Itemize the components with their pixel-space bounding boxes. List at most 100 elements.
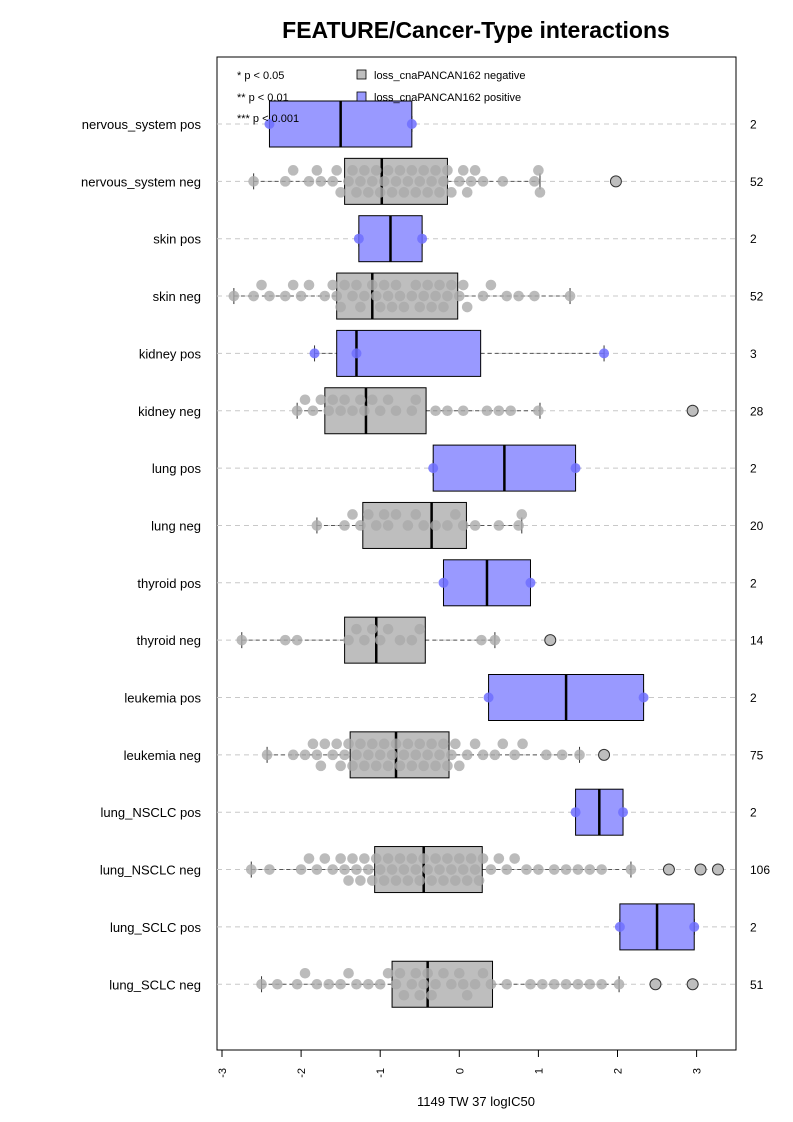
data-point xyxy=(382,760,394,772)
data-point xyxy=(477,176,489,187)
outlier-point xyxy=(598,748,611,761)
data-point xyxy=(574,749,585,761)
data-point xyxy=(618,807,629,818)
data-point xyxy=(351,187,362,198)
data-point xyxy=(382,394,394,406)
data-point xyxy=(450,875,461,886)
legend-swatch-negative xyxy=(356,69,367,80)
data-point xyxy=(343,176,354,187)
count-label: 2 xyxy=(750,118,757,132)
data-point xyxy=(493,520,505,531)
data-point xyxy=(315,760,327,772)
data-point xyxy=(398,989,410,1001)
count-label: 2 xyxy=(750,691,757,705)
data-point xyxy=(315,394,327,406)
data-point xyxy=(339,279,350,291)
category-label: nervous_system neg xyxy=(81,174,201,189)
data-point xyxy=(363,749,374,761)
data-point xyxy=(457,978,469,990)
data-point xyxy=(418,853,430,864)
data-point xyxy=(572,978,584,990)
x-tick-label: 0 xyxy=(454,1068,466,1074)
data-point xyxy=(485,978,497,990)
data-point xyxy=(509,853,520,864)
data-point xyxy=(485,864,497,875)
data-point xyxy=(548,864,560,875)
data-point xyxy=(426,875,437,886)
data-point xyxy=(434,279,445,291)
data-point xyxy=(366,279,378,291)
data-point xyxy=(438,176,449,187)
data-point xyxy=(347,760,358,772)
data-point xyxy=(521,864,532,875)
data-point xyxy=(426,738,437,750)
data-point xyxy=(501,864,513,875)
x-tick-label: 2 xyxy=(613,1068,625,1074)
x-tick-label: 1 xyxy=(533,1068,545,1074)
category-label: thyroid pos xyxy=(137,576,201,591)
data-point xyxy=(450,738,461,750)
data-point xyxy=(355,394,366,406)
data-point xyxy=(529,290,540,302)
count-label: 52 xyxy=(750,290,764,304)
count-label: 2 xyxy=(750,806,757,820)
data-point xyxy=(473,875,485,886)
data-point xyxy=(323,978,335,990)
data-point xyxy=(398,301,410,313)
data-point xyxy=(584,864,596,875)
outlier-point xyxy=(711,863,724,876)
count-label: 2 xyxy=(750,462,757,476)
data-point xyxy=(370,520,382,531)
data-point xyxy=(483,692,494,703)
data-point xyxy=(469,165,481,176)
data-point xyxy=(386,864,398,875)
data-point xyxy=(291,405,303,417)
data-point xyxy=(299,394,311,406)
data-point xyxy=(428,463,439,474)
count-label: 14 xyxy=(750,634,764,648)
data-point xyxy=(402,520,414,531)
data-point xyxy=(339,520,350,531)
data-point xyxy=(501,978,513,990)
data-point xyxy=(307,738,319,750)
data-point xyxy=(363,187,374,198)
data-point xyxy=(374,978,386,990)
data-point xyxy=(374,301,386,313)
data-point xyxy=(513,520,524,531)
data-point xyxy=(366,623,378,635)
data-point xyxy=(414,989,426,1001)
data-point xyxy=(390,509,402,520)
data-point xyxy=(454,290,465,302)
count-labels: 2 52 2 52 3 28 2 20 2 14 2 75 2 106 2 51 xyxy=(750,118,770,992)
data-point xyxy=(335,187,346,198)
data-point xyxy=(370,760,382,772)
data-point xyxy=(245,864,257,875)
data-point xyxy=(331,165,342,176)
data-point xyxy=(556,749,568,761)
data-point xyxy=(517,738,528,750)
count-label: 28 xyxy=(750,404,764,418)
data-point xyxy=(410,279,422,291)
data-point xyxy=(264,119,275,129)
data-point xyxy=(378,279,390,291)
data-point xyxy=(363,864,374,875)
data-point xyxy=(410,967,422,979)
data-point xyxy=(505,405,517,417)
data-point xyxy=(335,301,346,313)
data-point xyxy=(613,978,625,990)
category-label: kidney neg xyxy=(138,404,201,419)
data-point xyxy=(570,807,581,818)
data-point xyxy=(477,853,489,864)
data-point xyxy=(572,864,584,875)
data-point xyxy=(390,279,402,291)
data-point xyxy=(461,301,473,313)
data-point xyxy=(351,348,362,359)
data-point xyxy=(457,279,469,291)
data-point xyxy=(430,853,441,864)
category-labels: nervous_system pos nervous_system neg skin… xyxy=(81,117,201,992)
data-point xyxy=(461,875,473,886)
data-point xyxy=(363,978,374,990)
outlier-point xyxy=(686,404,699,417)
data-point xyxy=(386,187,398,198)
data-point xyxy=(406,853,418,864)
